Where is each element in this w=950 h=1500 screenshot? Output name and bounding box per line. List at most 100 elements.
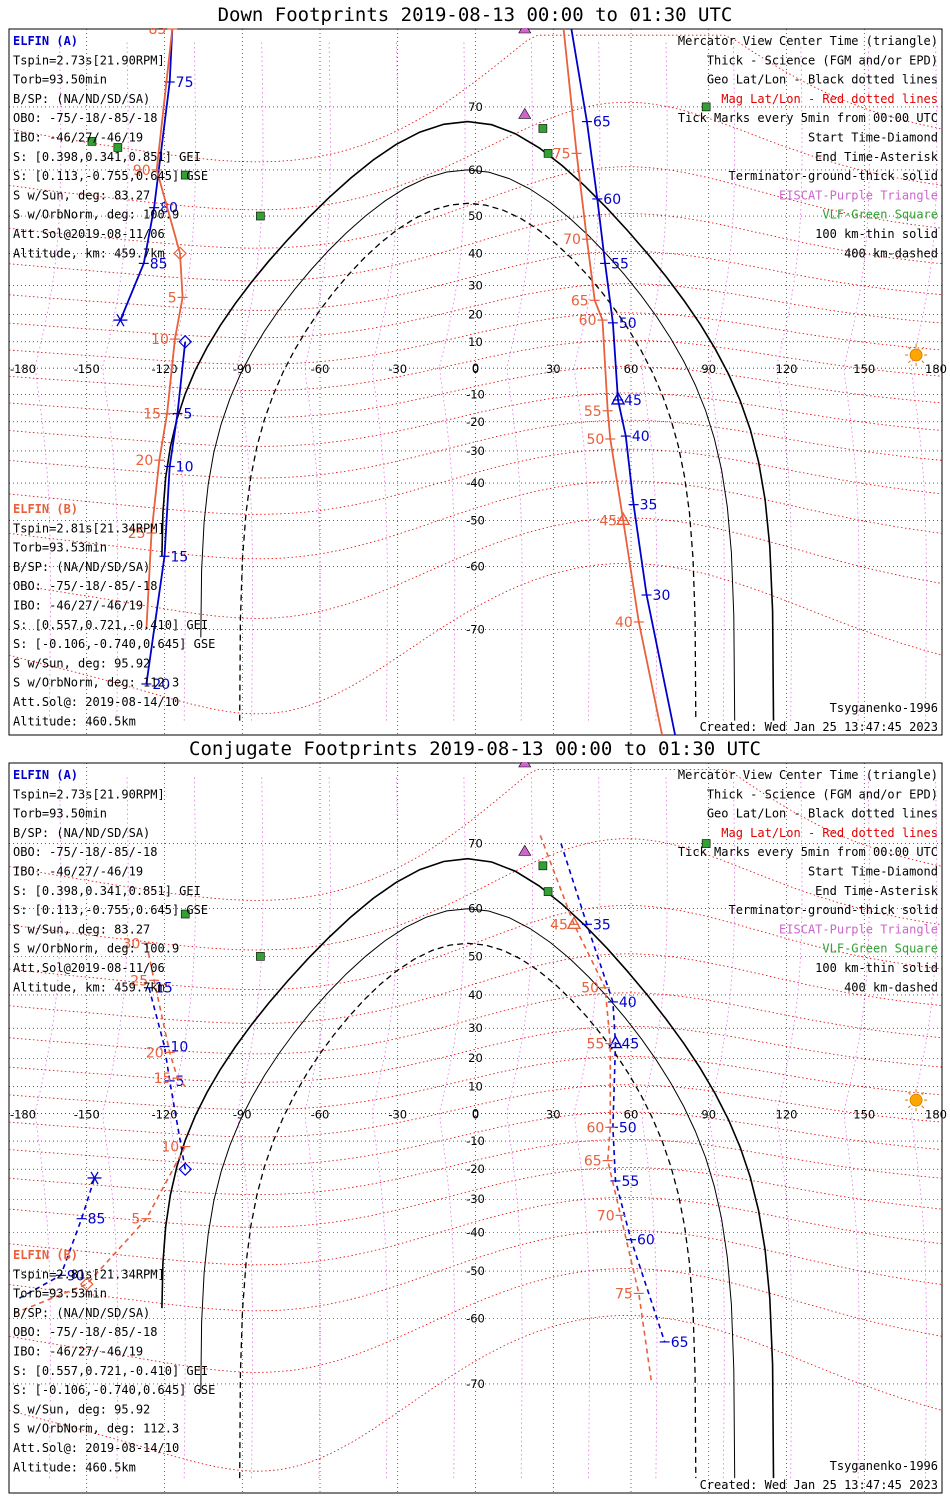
info-line: S w/OrbNorm, deg: 112.3 xyxy=(13,1422,179,1436)
terminator-100km xyxy=(200,908,736,1479)
time-tick-label: 10 xyxy=(151,332,169,348)
info-line: S: [0.557,0.721,-0.410] GEI xyxy=(13,618,208,632)
time-tick-label: 55 xyxy=(584,404,602,420)
terminator-400km xyxy=(239,202,697,721)
mag-parallel xyxy=(8,101,943,211)
legend-entry: Terminator-ground-thick solid xyxy=(728,169,938,183)
start-diamond xyxy=(173,246,187,261)
mag-meridian xyxy=(372,775,399,1479)
eiscat-station xyxy=(518,107,532,119)
footprint-trace: 75 70 65 60 55 50 45 40 xyxy=(553,28,663,736)
info-elfin_b: ELFIN (B) Tspin=2.81s[21.34RPM] Torb=93.53… xyxy=(13,502,215,728)
time-tick-label: 75 xyxy=(615,1286,633,1302)
geo-grid xyxy=(8,763,943,1493)
vlf-station xyxy=(180,170,190,180)
sun-ray xyxy=(921,1091,925,1095)
mag-meridian xyxy=(439,775,466,1479)
mag-meridian xyxy=(641,775,668,1479)
center-triangle xyxy=(610,391,626,405)
mag-parallel xyxy=(8,283,943,339)
y-tick-label: 40 xyxy=(468,988,483,1002)
info-line: S: [-0.106,-0.740,0.645] GSE xyxy=(13,637,215,651)
info-line: IBO: -46/27/-46/19 xyxy=(13,131,143,145)
time-tick-label: 15 xyxy=(143,407,161,423)
legend-entry: Thick - Science (FGM and/or EPD) xyxy=(707,787,938,801)
legend-entry: 100 km-thin solid xyxy=(815,227,938,241)
mag-parallel xyxy=(8,838,943,951)
x-tick-label: 120 xyxy=(776,362,798,376)
footprint-line xyxy=(539,835,653,1385)
x-tick-label: 150 xyxy=(853,1108,875,1122)
time-tick-label: 20 xyxy=(152,677,170,693)
time-tick-label: 20 xyxy=(146,1045,164,1061)
vlf-station xyxy=(113,143,123,152)
y-tick-label: 30 xyxy=(468,1021,483,1035)
info-line: Att.Sol@: 2019-08-14/10 xyxy=(13,695,179,709)
mag-parallel xyxy=(8,1025,943,1083)
eiscat-station xyxy=(518,844,532,856)
y-tick-label: 20 xyxy=(468,308,483,322)
x-tick-label: 0 xyxy=(472,1108,479,1122)
vlf-station xyxy=(87,137,97,146)
sun-ray xyxy=(921,1105,925,1109)
time-tick-label: 45 xyxy=(624,393,642,409)
mag-meridian xyxy=(169,775,197,1479)
mag-parallel xyxy=(8,448,943,515)
mag-meridian xyxy=(911,775,938,1479)
geo-grid xyxy=(8,29,943,735)
y-tick-label: 0 xyxy=(472,1107,479,1121)
legend-entry: Start Time-Diamond xyxy=(808,131,938,145)
info-line: S w/OrbNorm, deg: 112.3 xyxy=(13,676,179,690)
model-label: Tsyganenko-1996 xyxy=(830,701,938,715)
sun-ray xyxy=(907,1091,911,1095)
vlf-station xyxy=(538,861,548,871)
info-line: IBO: -46/27/-46/19 xyxy=(13,599,143,613)
mag-grid xyxy=(8,769,943,1479)
footprint-trace: 90 85 xyxy=(19,1171,105,1299)
mag-meridian xyxy=(843,775,870,1479)
time-tick-label: 55 xyxy=(586,1037,604,1053)
x-tick-label: 180 xyxy=(925,1108,947,1122)
eiscat-station xyxy=(518,762,532,768)
info-line: Att.Sol@2019-08-11/06 xyxy=(13,961,165,975)
mag-parallel xyxy=(8,1056,943,1111)
info-line: Altitude, km: 459.7km xyxy=(13,980,165,994)
y-tick-label: 70 xyxy=(468,100,483,114)
info-line: B/SP: (NA/ND/SD/SA) xyxy=(13,92,150,106)
sun-icon xyxy=(905,344,928,367)
time-tick-label: 75 xyxy=(553,146,571,162)
time-tick-label: 55 xyxy=(621,1174,639,1190)
mag-parallel xyxy=(8,419,943,479)
y-tick-label: 0 xyxy=(472,361,479,375)
footprint-line xyxy=(570,28,676,736)
info-line: S w/Sun, deg: 83.27 xyxy=(13,188,150,202)
footprint-line xyxy=(148,987,186,1170)
legend-entry: 400 km-dashed xyxy=(844,246,938,260)
info-line: Torb=93.53min xyxy=(13,541,107,555)
sun-ray xyxy=(907,346,911,350)
info-line: Altitude, km: 459.7km xyxy=(13,246,165,260)
time-tick-label: 50 xyxy=(586,432,604,448)
y-tick-label: -40 xyxy=(466,1225,485,1239)
time-tick-label: 25 xyxy=(128,526,146,542)
mag-parallel xyxy=(8,1139,943,1196)
mag-parallel xyxy=(8,1197,943,1266)
terminator-400km xyxy=(239,942,697,1479)
x-tick-label: -120 xyxy=(151,362,177,376)
legend-entry: Start Time-Diamond xyxy=(808,865,938,879)
time-tick-label: 30 xyxy=(653,588,671,604)
info-title: ELFIN (B) xyxy=(13,502,78,516)
x-tick-label: -150 xyxy=(74,1108,100,1122)
footprint-line xyxy=(560,843,666,1343)
x-tick-label: -180 xyxy=(10,1108,36,1122)
footprint-trace: 65 60 55 50 45 40 35 30 xyxy=(570,28,676,736)
sun-ray xyxy=(921,346,925,350)
sun-disc xyxy=(909,348,923,362)
mag-meridian xyxy=(506,775,533,1479)
x-tick-label: -60 xyxy=(311,1108,330,1122)
time-tick-label: 90 xyxy=(67,1268,85,1284)
legend-entry: End Time-Asterisk xyxy=(815,150,939,164)
mag-meridian xyxy=(708,775,736,1479)
terminator-ground xyxy=(161,857,775,1479)
x-tick-label: -180 xyxy=(10,362,36,376)
